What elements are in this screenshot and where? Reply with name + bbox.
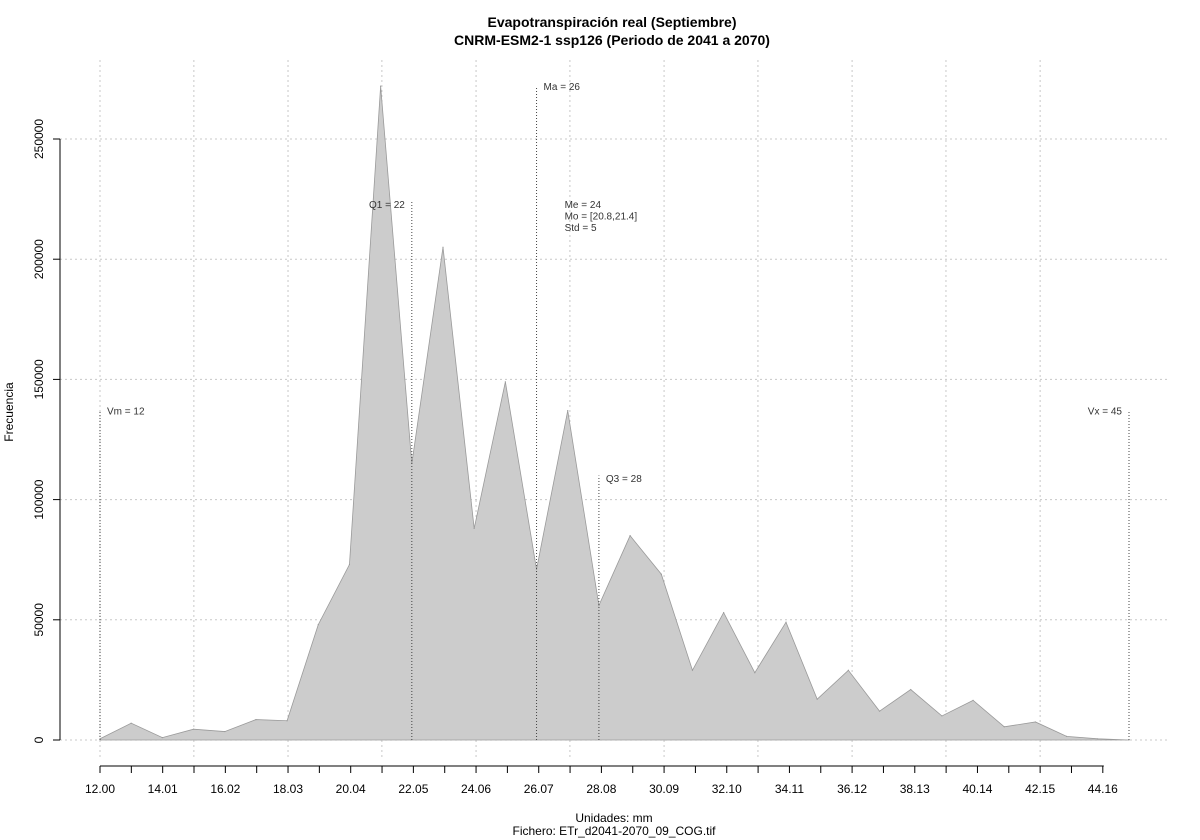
data-point [723, 611, 725, 614]
y-axis-label: Frecuencia [2, 382, 16, 442]
marker-label: Ma = 26 [544, 82, 581, 93]
data-point [1097, 738, 1099, 740]
marker-label: Vx = 45 [1088, 407, 1123, 418]
y-tick-label: 100000 [32, 479, 46, 519]
area-fill [99, 86, 1130, 741]
data-point [380, 85, 382, 87]
x-tick-label: 44.16 [1088, 782, 1118, 796]
x-tick-label: 12.00 [85, 782, 115, 796]
x-tick-label: 40.14 [962, 782, 992, 796]
y-tick-label: 0 [32, 736, 46, 743]
y-tick-label: 200000 [32, 239, 46, 279]
data-point [255, 718, 257, 721]
data-point [348, 563, 351, 566]
chart-title: Evapotranspiración real (Septiembre) [488, 14, 737, 30]
x-tick-label: 32.10 [712, 782, 742, 796]
data-point [847, 669, 849, 671]
y-tick-label: 50000 [32, 603, 46, 637]
x-tick-label: 30.09 [649, 782, 679, 796]
file-caption: Fichero: ETr_d2041-2070_09_COG.tif [513, 824, 717, 838]
data-point [1034, 721, 1037, 723]
data-point [816, 698, 818, 700]
x-tick-label: 22.05 [398, 782, 428, 796]
x-tick-label: 38.13 [900, 782, 930, 796]
data-point [972, 699, 974, 701]
data-point [567, 410, 569, 412]
data-point [535, 568, 538, 570]
data-point [224, 730, 226, 733]
x-tick-label: 18.03 [273, 782, 303, 796]
x-tick-label: 28.08 [586, 782, 616, 796]
x-tick-label: 16.02 [210, 782, 240, 796]
data-point [754, 672, 756, 674]
data-point [473, 527, 475, 530]
area-series [99, 85, 1130, 741]
y-tick-label: 150000 [32, 359, 46, 399]
x-tick-label: 24.06 [461, 782, 491, 796]
data-point [504, 381, 506, 383]
x-tick-label: 42.15 [1025, 782, 1055, 796]
data-point [629, 535, 631, 537]
stats-line: Me = 24 [565, 200, 602, 211]
x-tick-label: 14.01 [148, 782, 178, 796]
data-point [660, 573, 662, 575]
data-point [1003, 726, 1005, 728]
data-point [442, 246, 444, 248]
data-point [317, 624, 319, 626]
x-axis-label: Unidades: mm [575, 811, 652, 825]
stat-markers: Vm = 12 Q1 = 22 Ma = 26 Q3 = 28 Vx = 45 [99, 82, 1130, 740]
data-point [130, 722, 132, 724]
marker-label: Q1 = 22 [369, 200, 405, 211]
x-tick-label: 20.04 [336, 782, 366, 796]
chart-subtitle: CNRM-ESM2-1 ssp126 (Periodo de 2041 a 20… [454, 32, 770, 48]
data-point [598, 604, 600, 606]
stats-line: Std = 5 [565, 223, 597, 234]
data-point [910, 688, 912, 691]
data-point [691, 669, 694, 671]
marker-label: Q3 = 28 [606, 474, 642, 485]
data-point [192, 728, 195, 730]
x-tick-label: 36.12 [837, 782, 867, 796]
data-point [878, 710, 881, 712]
data-point [286, 720, 288, 722]
x-tick-label: 26.07 [524, 782, 554, 796]
y-axis: 0 50000 100000 150000 200000 250000 [32, 119, 61, 743]
x-axis: 12.00 14.01 16.02 18.03 20.04 22.05 24.06 26.07… [85, 765, 1118, 796]
data-point [1066, 735, 1068, 737]
grid-lines [60, 60, 1170, 760]
stats-line: Mo = [20.8,21.4] [565, 211, 638, 222]
y-tick-label: 250000 [32, 119, 46, 159]
data-point [785, 621, 787, 623]
data-point [161, 736, 163, 739]
marker-label: Vm = 12 [107, 407, 145, 418]
x-tick-label: 34.11 [775, 782, 804, 796]
data-point [941, 715, 943, 717]
